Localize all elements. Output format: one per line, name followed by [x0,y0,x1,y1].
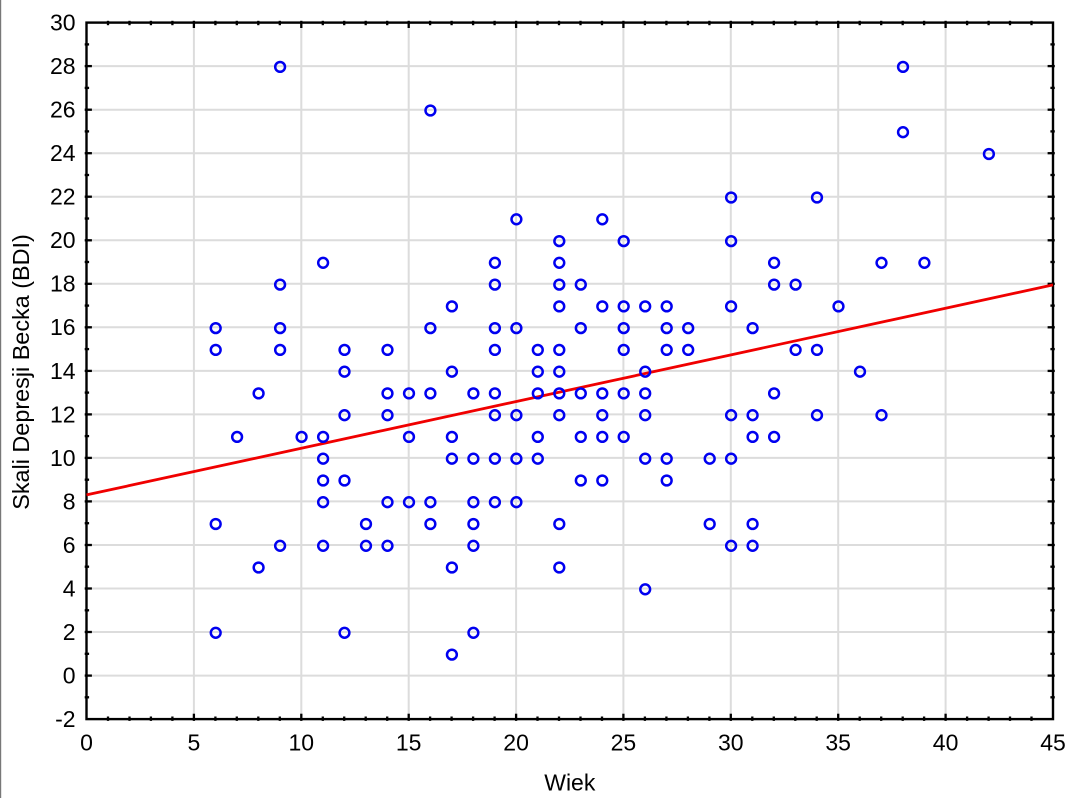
svg-text:40: 40 [933,730,959,756]
svg-text:16: 16 [50,314,76,340]
svg-text:Wiek: Wiek [544,770,596,796]
svg-text:10: 10 [50,445,76,471]
svg-text:5: 5 [188,730,201,756]
svg-text:28: 28 [50,53,76,79]
svg-text:8: 8 [63,488,76,514]
svg-text:30: 30 [718,730,744,756]
svg-text:24: 24 [50,140,76,166]
svg-text:6: 6 [63,532,76,558]
svg-text:12: 12 [50,401,76,427]
svg-text:26: 26 [50,97,76,123]
svg-text:18: 18 [50,271,76,297]
svg-text:-2: -2 [55,706,75,732]
svg-text:22: 22 [50,184,76,210]
svg-text:25: 25 [611,730,637,756]
svg-text:45: 45 [1040,730,1066,756]
svg-text:0: 0 [63,663,76,689]
svg-text:15: 15 [396,730,422,756]
svg-text:35: 35 [825,730,851,756]
svg-text:30: 30 [50,10,76,36]
svg-text:20: 20 [50,227,76,253]
svg-text:20: 20 [503,730,529,756]
svg-text:14: 14 [50,358,76,384]
svg-text:2: 2 [63,619,76,645]
svg-text:0: 0 [80,730,93,756]
svg-text:Skali Depresji Becka (BDI): Skali Depresji Becka (BDI) [8,234,34,510]
svg-text:10: 10 [289,730,315,756]
svg-text:4: 4 [63,575,76,601]
